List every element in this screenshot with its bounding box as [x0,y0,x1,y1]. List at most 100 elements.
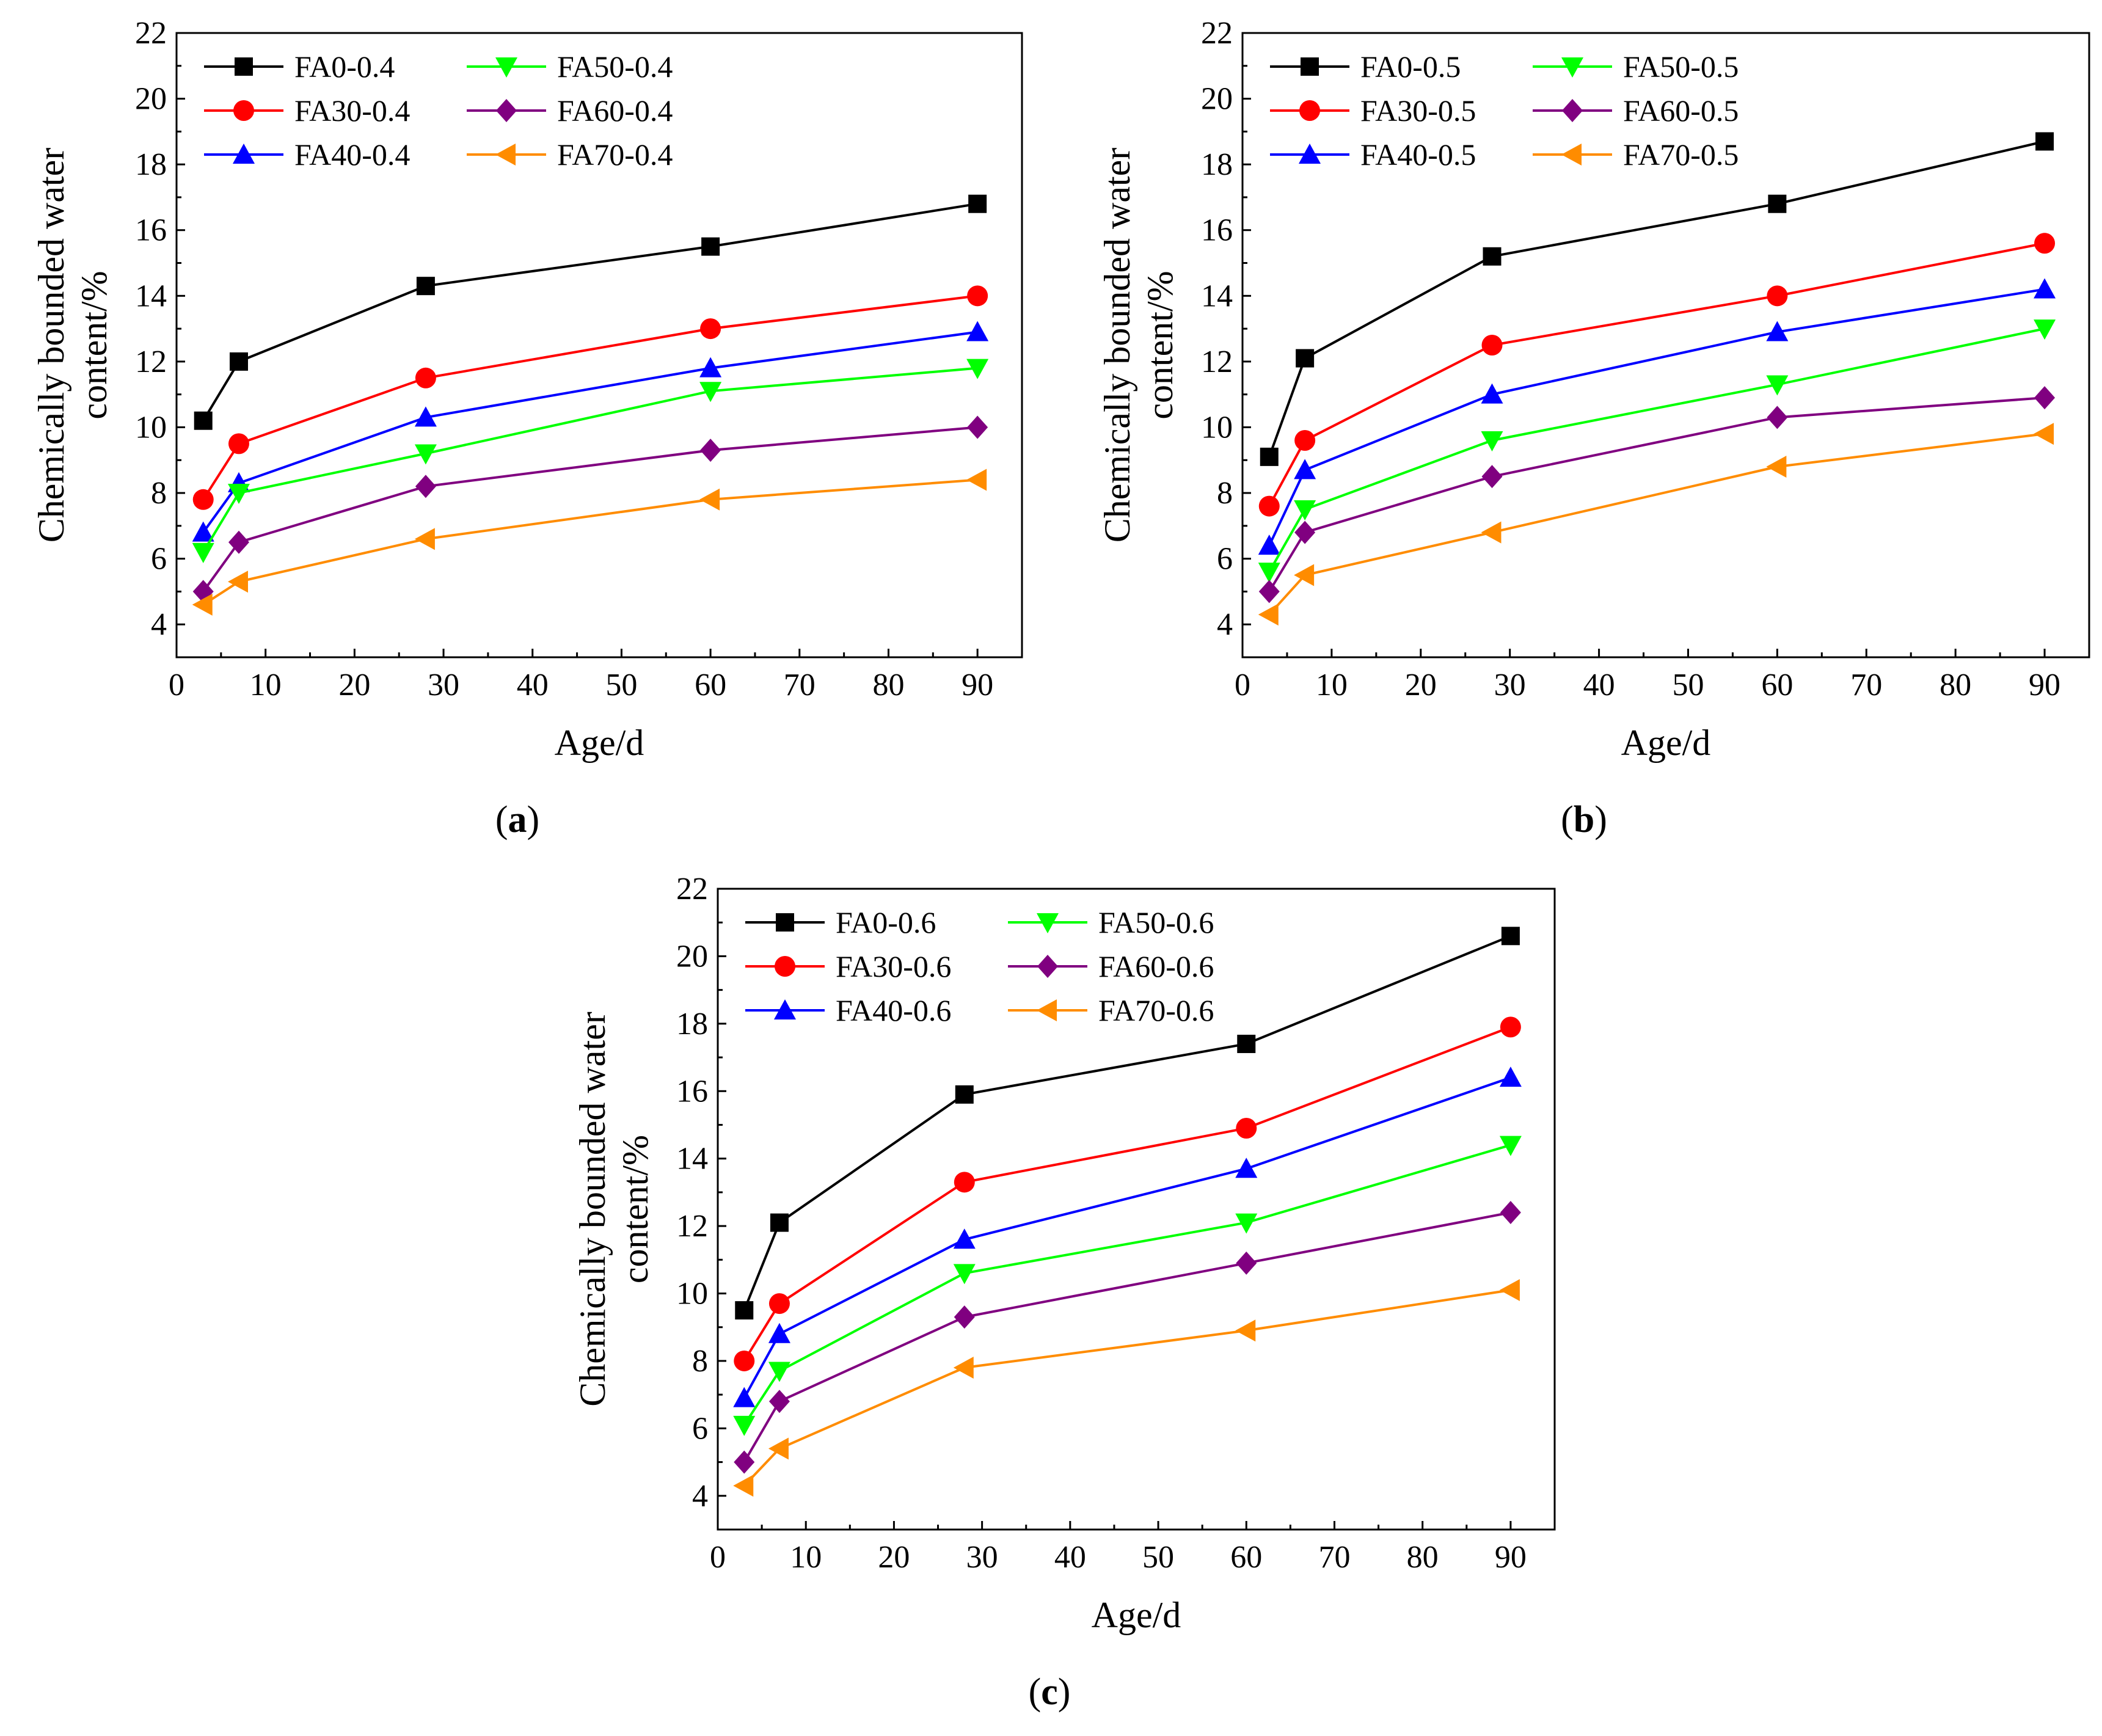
x-tick-label: 50 [1142,1540,1174,1575]
x-tick-label: 80 [872,668,904,702]
x-tick-label: 10 [790,1540,822,1575]
data-point [1235,1158,1258,1178]
data-point [733,1415,756,1436]
x-axis-title: Age/d [555,723,644,763]
y-tick-label: 20 [135,82,167,117]
legend-label: FA0-0.5 [1360,49,1461,84]
data-point [229,352,248,371]
x-tick-label: 70 [1318,1540,1350,1575]
x-axis-title: Age/d [1621,723,1711,763]
y-axis-title-line1: Chemically bounded water [31,148,71,542]
y-tick-label: 20 [676,939,708,974]
legend-label: FA60-0.5 [1623,93,1739,128]
data-point [1258,563,1280,583]
legend-marker [1037,999,1057,1021]
data-point [414,528,435,550]
data-point [954,1172,975,1193]
data-point [768,1390,790,1413]
y-tick-label: 4 [692,1479,708,1514]
data-point [1294,500,1316,520]
x-tick-label: 50 [605,668,637,702]
data-point [1236,1117,1257,1139]
panel-caption-open: ( [1029,1671,1042,1713]
series-FA50-0.5 [1258,319,2056,583]
y-tick-label: 12 [135,345,167,379]
data-point [953,1264,976,1285]
series-FA70-0.6 [733,1279,1520,1497]
y-tick-label: 16 [135,213,167,248]
x-tick-label: 0 [710,1540,726,1575]
legend-marker [1299,144,1321,164]
series-FA70-0.4 [192,469,987,616]
data-point [1481,335,1503,356]
data-point [416,277,435,296]
y-tick-label: 8 [692,1344,708,1379]
y-tick-label: 10 [676,1277,708,1311]
y-axis-title-line2: content/% [1140,271,1180,419]
data-point [768,1362,790,1382]
data-point [1501,927,1520,946]
y-tick-label: 22 [135,16,167,51]
legend-label: FA0-0.4 [294,49,395,84]
panel-caption-letter: c [1041,1671,1058,1713]
x-tick-label: 20 [878,1540,910,1575]
x-tick-label: 60 [695,668,726,702]
legend-marker [1301,57,1319,76]
data-point [227,571,248,593]
series-FA30-0.4 [192,285,988,510]
data-point [1258,495,1280,517]
y-tick-label: 16 [1201,213,1233,248]
y-axis-title-line2: content/% [615,1135,655,1283]
x-tick-label: 0 [1235,668,1250,702]
data-point [735,1301,754,1320]
legend-label: FA40-0.5 [1360,137,1476,172]
legend-marker [1037,913,1059,933]
series-line [1268,140,2045,458]
data-point [768,1437,789,1460]
series-line [1268,432,2045,616]
data-point [1235,1213,1258,1234]
y-tick-label: 18 [135,147,167,182]
data-point [1294,520,1316,544]
series-line [202,426,978,593]
x-tick-label: 40 [1054,1540,1086,1575]
data-point [1766,375,1789,396]
y-tick-label: 8 [151,476,167,511]
x-tick-label: 40 [1583,668,1615,702]
x-tick-label: 80 [1407,1540,1439,1575]
x-tick-label: 60 [1761,668,1793,702]
y-axis-title-line2: content/% [74,271,114,419]
y-tick-label: 8 [1217,476,1233,511]
data-point [1499,1279,1520,1302]
data-point [1260,447,1279,466]
x-tick-label: 30 [428,668,459,702]
data-point [1294,429,1316,451]
chart-panel-c: 0 10 20 30 40 50 60 70 80 90 4 6 8 10 12 14 16 18 20 22 Age/… [572,872,1556,1713]
panel-caption-close: ) [1594,799,1607,841]
data-point [228,433,249,454]
series-FA40-0.6 [733,1067,1522,1407]
data-point [768,1322,790,1343]
data-point [1296,349,1315,368]
legend-label: FA30-0.5 [1360,93,1476,128]
legend-marker [1561,57,1583,78]
data-point [701,237,720,256]
data-point [699,488,720,511]
x-tick-label: 70 [1850,668,1882,702]
series-FA50-0.6 [733,1136,1522,1436]
legend-label: FA70-0.6 [1098,993,1214,1027]
legend-label: FA60-0.6 [1098,949,1214,983]
data-point [966,359,989,379]
legend-marker [495,144,516,166]
data-point [768,1293,790,1315]
data-point [1258,534,1280,555]
y-tick-label: 18 [1201,147,1233,182]
series-line [743,1076,1511,1399]
y-tick-label: 22 [1201,16,1233,51]
data-point [968,194,987,213]
data-point [1481,465,1503,489]
series-line [202,294,978,500]
legend-marker [775,956,795,977]
series-FA0-0.6 [735,927,1520,1320]
